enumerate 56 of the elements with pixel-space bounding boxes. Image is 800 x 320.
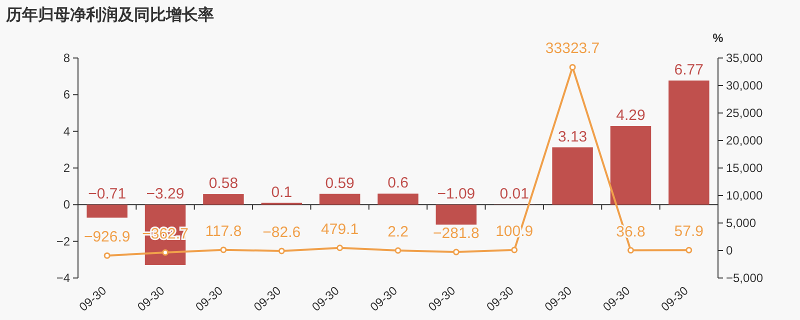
data-label: 4.29 [616, 107, 646, 124]
point [336, 244, 344, 252]
data-label: 0.58 [208, 175, 238, 192]
point [278, 248, 285, 254]
point [452, 248, 460, 256]
bar [86, 204, 128, 218]
data-label: −926.9 [84, 228, 130, 246]
data-label: −82.6 [262, 224, 301, 241]
data-label: −1.09 [437, 186, 476, 203]
data-label: 0.6 [388, 174, 408, 192]
y-tick-label: 4 [63, 124, 70, 138]
bar [552, 147, 593, 205]
bar [668, 80, 710, 205]
y2-tick-label: 30,000 [726, 78, 764, 92]
chart-title: 历年归母净利润及同比增长率 [5, 5, 214, 24]
point [104, 252, 110, 259]
data-label: 117.8 [205, 222, 242, 240]
y2-tick-label: 0 [726, 244, 733, 258]
y-tick-label: −2 [56, 234, 70, 248]
y2-tick-label: 15,000 [726, 161, 764, 175]
data-label: 57.9 [674, 223, 704, 240]
y2-tick-label: 20,000 [726, 134, 764, 148]
data-label: 6.77 [674, 62, 704, 79]
bar [610, 126, 652, 205]
point [162, 249, 169, 256]
data-label: 33323.7 [545, 40, 600, 58]
bar [436, 204, 477, 225]
data-label: −281.8 [433, 225, 480, 242]
data-label: 0.59 [325, 174, 354, 192]
bar [378, 194, 418, 205]
y2-tick-label: 10,000 [726, 188, 764, 202]
data-label: −0.71 [88, 186, 126, 203]
y-tick-label: 8 [63, 51, 70, 65]
bar [319, 194, 360, 205]
point [627, 247, 634, 254]
data-label: 2.2 [388, 223, 408, 240]
point [686, 246, 692, 254]
point [394, 247, 402, 254]
y2-tick-label: 25,000 [726, 106, 764, 120]
y-tick-label: −4 [56, 271, 70, 285]
data-label: 479.1 [321, 220, 359, 238]
y2-tick-label: 35,000 [726, 51, 764, 65]
y2-axis-title: % [712, 31, 724, 45]
point [511, 246, 518, 254]
point [220, 246, 227, 254]
y2-tick-label: −5,000 [726, 271, 764, 285]
data-label: 0.1 [271, 184, 292, 201]
y-tick-label: 2 [63, 161, 70, 175]
bar [203, 194, 244, 205]
y-tick-label: 6 [63, 88, 70, 102]
point [569, 64, 576, 70]
data-label: −3.29 [146, 186, 184, 203]
data-label: 0.01 [500, 185, 529, 202]
y-tick-label: 0 [63, 198, 70, 212]
data-label: 3.13 [558, 128, 588, 146]
y2-tick-label: 5,000 [726, 216, 756, 230]
